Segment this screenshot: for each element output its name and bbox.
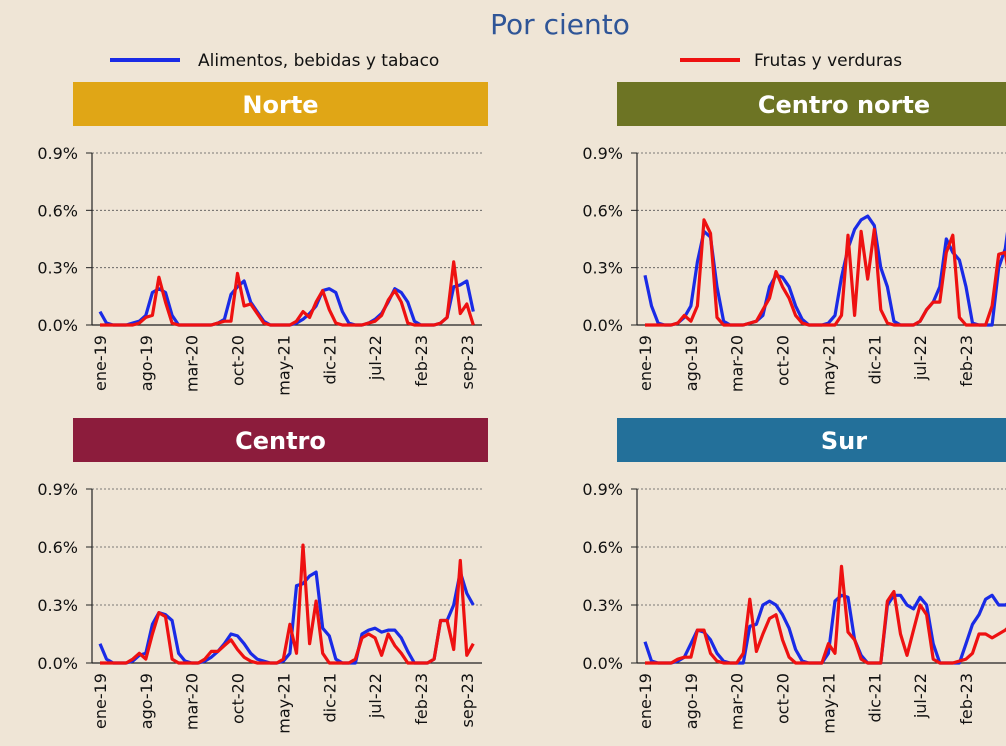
- x-tick-label: feb-23: [957, 335, 976, 387]
- series-line: [100, 260, 475, 327]
- panel-title: Centro: [235, 427, 326, 455]
- panel-header: [617, 82, 1006, 126]
- y-tick-label: 0.9%: [37, 144, 78, 163]
- y-tick-label: 0.0%: [582, 654, 623, 673]
- y-tick-label: 0.9%: [37, 480, 78, 499]
- y-tick-label: 0.0%: [582, 316, 623, 335]
- x-tick-label: ago-19: [137, 335, 156, 391]
- x-tick-label: oct-20: [774, 673, 793, 724]
- x-tick-label: may-21: [274, 335, 293, 396]
- x-tick-label: mar-20: [728, 673, 747, 730]
- x-tick-label: mar-20: [183, 673, 202, 730]
- x-tick-label: dic-21: [865, 673, 884, 723]
- y-tick-label: 0.3%: [582, 596, 623, 615]
- y-tick-label: 0.3%: [37, 596, 78, 615]
- legend-label: Alimentos, bebidas y tabaco: [198, 51, 439, 71]
- x-tick-label: jul-22: [366, 335, 385, 381]
- y-tick-label: 0.6%: [37, 538, 78, 557]
- series-line: [100, 543, 475, 665]
- series-line: [643, 214, 1006, 327]
- x-tick-label: feb-23: [412, 335, 431, 387]
- x-tick-label: sep-23: [1003, 335, 1006, 389]
- x-tick-label: dic-21: [320, 673, 339, 723]
- x-tick-label: ago-19: [682, 335, 701, 391]
- x-tick-label: jul-22: [366, 673, 385, 719]
- x-tick-label: dic-21: [320, 335, 339, 385]
- y-tick-label: 0.6%: [582, 201, 623, 220]
- panel-header: [73, 418, 488, 462]
- panel-title: Centro norte: [758, 91, 930, 119]
- y-tick-label: 0.6%: [582, 538, 623, 557]
- x-tick-label: sep-23: [458, 673, 477, 727]
- x-tick-label: dic-21: [865, 335, 884, 385]
- y-tick-label: 0.6%: [37, 201, 78, 220]
- x-tick-label: mar-20: [183, 335, 202, 392]
- series-line: [645, 218, 1006, 327]
- x-tick-label: may-21: [819, 673, 838, 734]
- panel-title: Sur: [821, 427, 867, 455]
- x-tick-label: oct-20: [774, 335, 793, 386]
- legend-label: Frutas y verduras: [754, 51, 902, 71]
- panel-title: Norte: [242, 91, 318, 119]
- x-tick-label: oct-20: [229, 335, 248, 386]
- x-tick-label: ene-19: [636, 335, 655, 391]
- x-tick-label: mar-20: [728, 335, 747, 392]
- x-tick-label: oct-20: [229, 673, 248, 724]
- y-tick-label: 0.9%: [582, 144, 623, 163]
- x-tick-label: ago-19: [137, 673, 156, 729]
- series-line: [645, 564, 1006, 665]
- x-tick-label: feb-23: [957, 673, 976, 725]
- y-tick-label: 0.0%: [37, 316, 78, 335]
- x-tick-label: jul-22: [911, 673, 930, 719]
- x-tick-label: ene-19: [636, 673, 655, 729]
- y-tick-label: 0.3%: [582, 259, 623, 278]
- panel-header: [617, 418, 1006, 462]
- x-tick-label: feb-23: [412, 673, 431, 725]
- panel-header: [73, 82, 488, 126]
- y-tick-label: 0.3%: [37, 259, 78, 278]
- x-tick-label: may-21: [274, 673, 293, 734]
- x-tick-label: jul-22: [911, 335, 930, 381]
- x-tick-label: ene-19: [91, 335, 110, 391]
- x-tick-label: ago-19: [682, 673, 701, 729]
- page-title: Por ciento: [490, 8, 630, 41]
- x-tick-label: sep-23: [458, 335, 477, 389]
- x-tick-label: ene-19: [91, 673, 110, 729]
- y-tick-label: 0.9%: [582, 480, 623, 499]
- y-tick-label: 0.0%: [37, 654, 78, 673]
- x-tick-label: sep-23: [1003, 673, 1006, 727]
- x-tick-label: may-21: [819, 335, 838, 396]
